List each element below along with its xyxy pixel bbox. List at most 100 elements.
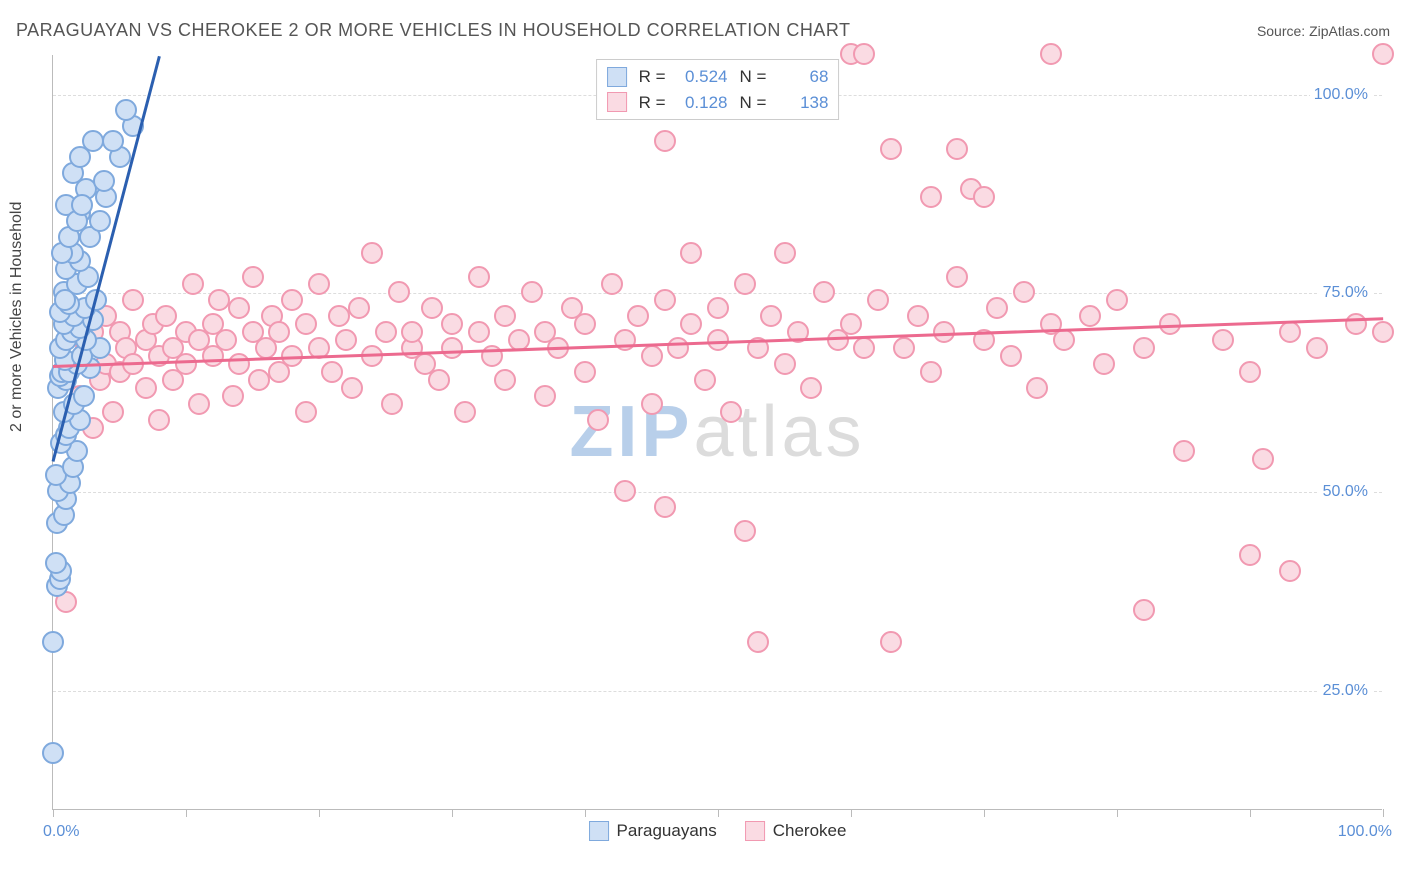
swatch-cherokee-icon (745, 821, 765, 841)
datapoint-cherokee (853, 43, 875, 65)
datapoint-cherokee (654, 130, 676, 152)
datapoint-cherokee (1279, 560, 1301, 582)
datapoint-cherokee (441, 313, 463, 335)
datapoint-cherokee (222, 385, 244, 407)
datapoint-paraguayans (45, 552, 67, 574)
datapoint-cherokee (1133, 599, 1155, 621)
datapoint-cherokee (228, 297, 250, 319)
datapoint-cherokee (1040, 43, 1062, 65)
datapoint-cherokee (1106, 289, 1128, 311)
datapoint-cherokee (1252, 448, 1274, 470)
datapoint-cherokee (587, 409, 609, 431)
datapoint-cherokee (1345, 313, 1367, 335)
watermark-zip: ZIP (569, 392, 693, 472)
datapoint-cherokee (135, 377, 157, 399)
datapoint-cherokee (694, 369, 716, 391)
datapoint-cherokee (614, 480, 636, 502)
datapoint-paraguayans (71, 194, 93, 216)
datapoint-cherokee (341, 377, 363, 399)
chart-header: PARAGUAYAN VS CHEROKEE 2 OR MORE VEHICLE… (16, 20, 1390, 41)
x-tick (851, 809, 852, 817)
datapoint-cherokee (1000, 345, 1022, 367)
x-tick (452, 809, 453, 817)
gridline (53, 691, 1382, 692)
datapoint-cherokee (1133, 337, 1155, 359)
legend-label-cherokee: Cherokee (773, 821, 847, 841)
y-axis-title: 2 or more Vehicles in Household (8, 202, 26, 432)
swatch-cherokee-icon (607, 92, 627, 112)
datapoint-cherokee (441, 337, 463, 359)
stat-n-cherokee: 138 (772, 90, 828, 116)
y-tick-label: 100.0% (1310, 86, 1372, 104)
datapoint-cherokee (122, 289, 144, 311)
source-prefix: Source: (1257, 23, 1309, 39)
datapoint-paraguayans (115, 99, 137, 121)
datapoint-cherokee (654, 496, 676, 518)
datapoint-cherokee (627, 305, 649, 327)
datapoint-paraguayans (42, 631, 64, 653)
x-tick (1117, 809, 1118, 817)
stat-n-paraguayans: 68 (772, 64, 828, 90)
datapoint-cherokee (381, 393, 403, 415)
datapoint-cherokee (800, 377, 822, 399)
x-tick (53, 809, 54, 817)
datapoint-cherokee (893, 337, 915, 359)
datapoint-cherokee (853, 337, 875, 359)
datapoint-cherokee (295, 401, 317, 423)
datapoint-cherokee (920, 186, 942, 208)
stat-r-label: R = (639, 64, 666, 90)
legend-stats: R = 0.524 N = 68 R = 0.128 N = 138 (596, 59, 840, 120)
datapoint-cherokee (188, 393, 210, 415)
watermark-atlas: atlas (693, 392, 865, 472)
datapoint-cherokee (295, 313, 317, 335)
datapoint-cherokee (747, 631, 769, 653)
datapoint-cherokee (973, 186, 995, 208)
datapoint-cherokee (348, 297, 370, 319)
datapoint-cherokee (680, 313, 702, 335)
datapoint-cherokee (182, 273, 204, 295)
gridline (53, 492, 1382, 493)
datapoint-cherokee (308, 273, 330, 295)
watermark: ZIPatlas (569, 391, 865, 473)
datapoint-cherokee (175, 353, 197, 375)
datapoint-paraguayans (82, 130, 104, 152)
datapoint-cherokee (494, 305, 516, 327)
stat-r-cherokee: 0.128 (672, 90, 728, 116)
datapoint-cherokee (680, 242, 702, 264)
datapoint-cherokee (774, 242, 796, 264)
x-tick (1250, 809, 1251, 817)
datapoint-cherokee (281, 289, 303, 311)
datapoint-cherokee (667, 337, 689, 359)
datapoint-paraguayans (73, 385, 95, 407)
datapoint-cherokee (574, 313, 596, 335)
datapoint-cherokee (421, 297, 443, 319)
y-tick-label: 25.0% (1319, 682, 1372, 700)
datapoint-cherokee (1239, 544, 1261, 566)
datapoint-paraguayans (93, 170, 115, 192)
x-axis-min-label: 0.0% (43, 823, 79, 841)
stat-r-paraguayans: 0.524 (672, 64, 728, 90)
datapoint-cherokee (1372, 43, 1394, 65)
datapoint-cherokee (468, 321, 490, 343)
datapoint-cherokee (388, 281, 410, 303)
gridline (53, 293, 1382, 294)
datapoint-cherokee (1239, 361, 1261, 383)
y-tick-label: 75.0% (1319, 284, 1372, 302)
datapoint-cherokee (774, 353, 796, 375)
source-name: ZipAtlas.com (1309, 23, 1390, 39)
datapoint-cherokee (880, 138, 902, 160)
datapoint-cherokee (1306, 337, 1328, 359)
legend-item-cherokee: Cherokee (745, 821, 847, 841)
x-tick (186, 809, 187, 817)
datapoint-cherokee (454, 401, 476, 423)
datapoint-cherokee (641, 393, 663, 415)
datapoint-cherokee (867, 289, 889, 311)
datapoint-cherokee (1026, 377, 1048, 399)
datapoint-cherokee (1013, 281, 1035, 303)
datapoint-cherokee (228, 353, 250, 375)
datapoint-cherokee (734, 273, 756, 295)
stat-n-label: N = (740, 64, 767, 90)
datapoint-cherokee (534, 385, 556, 407)
datapoint-cherokee (641, 345, 663, 367)
datapoint-cherokee (155, 305, 177, 327)
